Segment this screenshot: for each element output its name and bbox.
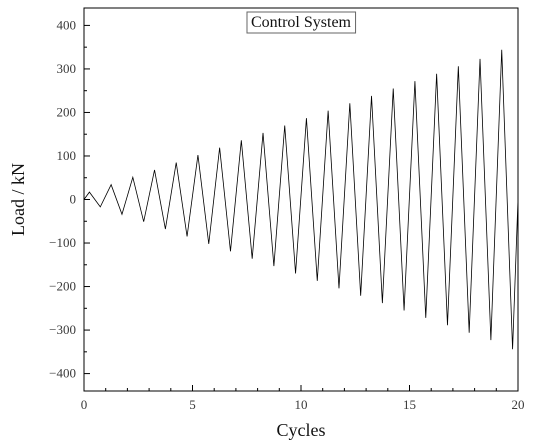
y-tick-label: −200 — [49, 279, 76, 294]
y-tick-label: −400 — [49, 366, 76, 381]
axis-ticks — [83, 24, 519, 391]
x-tick-label: 20 — [512, 397, 525, 412]
y-tick-label: 300 — [57, 61, 77, 76]
x-tick-label: 15 — [403, 397, 416, 412]
x-axis-title: Cycles — [277, 420, 326, 440]
series-line — [83, 49, 519, 350]
x-tick-label: 0 — [81, 397, 88, 412]
y-tick-label: 0 — [70, 192, 77, 207]
y-tick-label: −100 — [49, 235, 76, 250]
title-box — [246, 11, 357, 34]
titles: Control System Cycles Load / kN — [8, 11, 357, 440]
series-layer — [83, 49, 519, 350]
y-tick-label: −300 — [49, 322, 76, 337]
chart-title: Control System — [251, 14, 352, 31]
y-tick-label: 100 — [57, 148, 77, 163]
x-tick-label: 10 — [295, 397, 308, 412]
tick-labels: 0 5 10 15 20 400 300 200 100 0 −100 −200 −300 −400 — [49, 17, 524, 412]
y-tick-label: 400 — [57, 17, 77, 32]
y-axis-title: Load / kN — [8, 163, 28, 236]
y-tick-label: 200 — [57, 104, 77, 119]
x-tick-label: 5 — [189, 397, 196, 412]
